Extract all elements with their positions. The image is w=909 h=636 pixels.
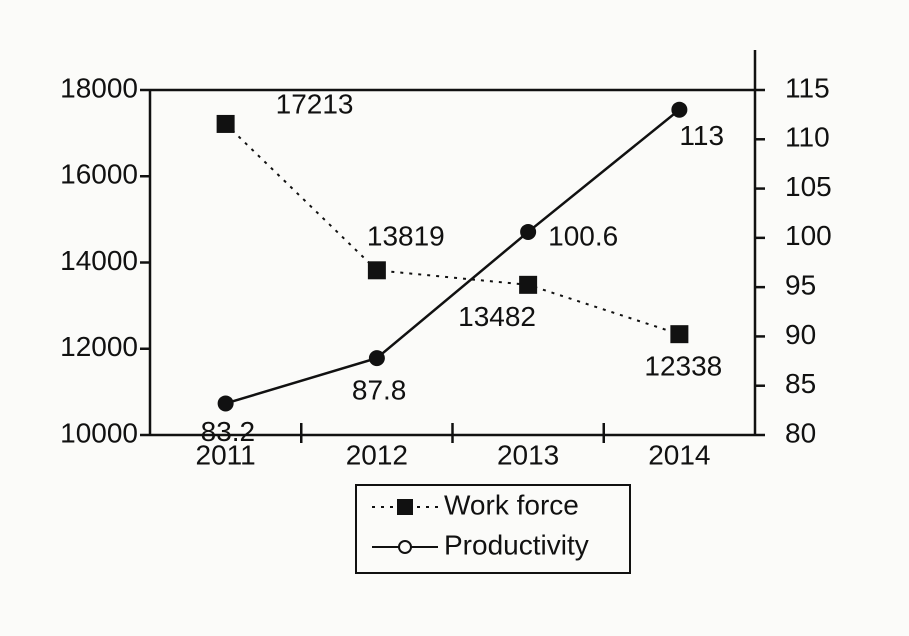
data-label: 113 [679, 120, 724, 151]
data-point [519, 275, 538, 294]
data-point [671, 101, 688, 118]
legend-marker [397, 499, 413, 515]
data-point [520, 223, 537, 240]
legend-label: Productivity [444, 529, 589, 560]
legend-label: Work force [444, 489, 579, 520]
y2-tick-label: 90 [785, 319, 816, 350]
x-tick-label: 2012 [346, 439, 408, 470]
y-tick-label: 16000 [60, 159, 138, 190]
series-line [225, 108, 681, 405]
data-point [368, 350, 385, 367]
y2-tick-label: 100 [785, 220, 832, 251]
data-point [670, 325, 689, 344]
y2-tick-label: 110 [785, 122, 830, 153]
y2-tick-label: 115 [785, 72, 830, 103]
data-label: 83.2 [201, 416, 256, 447]
data-label: 87.8 [352, 375, 407, 406]
x-tick-label: 2014 [648, 439, 710, 470]
y2-tick-label: 95 [785, 270, 816, 301]
legend-box [355, 484, 631, 574]
data-label: 13819 [367, 221, 445, 252]
data-point [216, 114, 235, 133]
y-tick-label: 10000 [60, 417, 138, 448]
y2-tick-label: 85 [785, 368, 816, 399]
data-label: 13482 [458, 301, 536, 332]
y-tick-label: 18000 [60, 72, 138, 103]
x-tick-label: 2013 [497, 439, 559, 470]
y-tick-label: 12000 [60, 331, 138, 362]
series-line [224, 123, 680, 336]
data-label: 100.6 [548, 220, 618, 251]
data-point [217, 395, 234, 412]
x-tick-label: 2011 [196, 439, 256, 470]
legend-marker [398, 540, 412, 554]
data-label: 17213 [276, 88, 354, 119]
y2-tick-label: 105 [785, 171, 832, 202]
y-tick-label: 14000 [60, 245, 138, 276]
data-point [367, 261, 386, 280]
data-label: 12338 [644, 351, 722, 382]
y2-tick-label: 80 [785, 417, 816, 448]
